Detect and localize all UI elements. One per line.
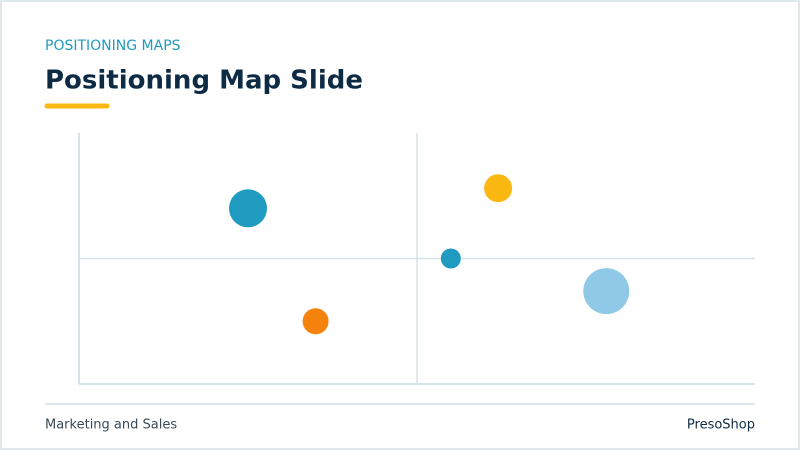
plot <box>78 133 755 385</box>
bubble <box>583 268 630 315</box>
footer-right: PresoShop <box>687 418 755 433</box>
footer-left: Marketing and Sales <box>45 418 177 433</box>
bubble <box>440 248 461 269</box>
bubble <box>229 189 267 228</box>
bubble <box>484 174 513 203</box>
kicker: POSITIONING MAPS <box>45 38 181 54</box>
bubble <box>302 308 329 335</box>
title: Positioning Map Slide <box>45 66 363 96</box>
